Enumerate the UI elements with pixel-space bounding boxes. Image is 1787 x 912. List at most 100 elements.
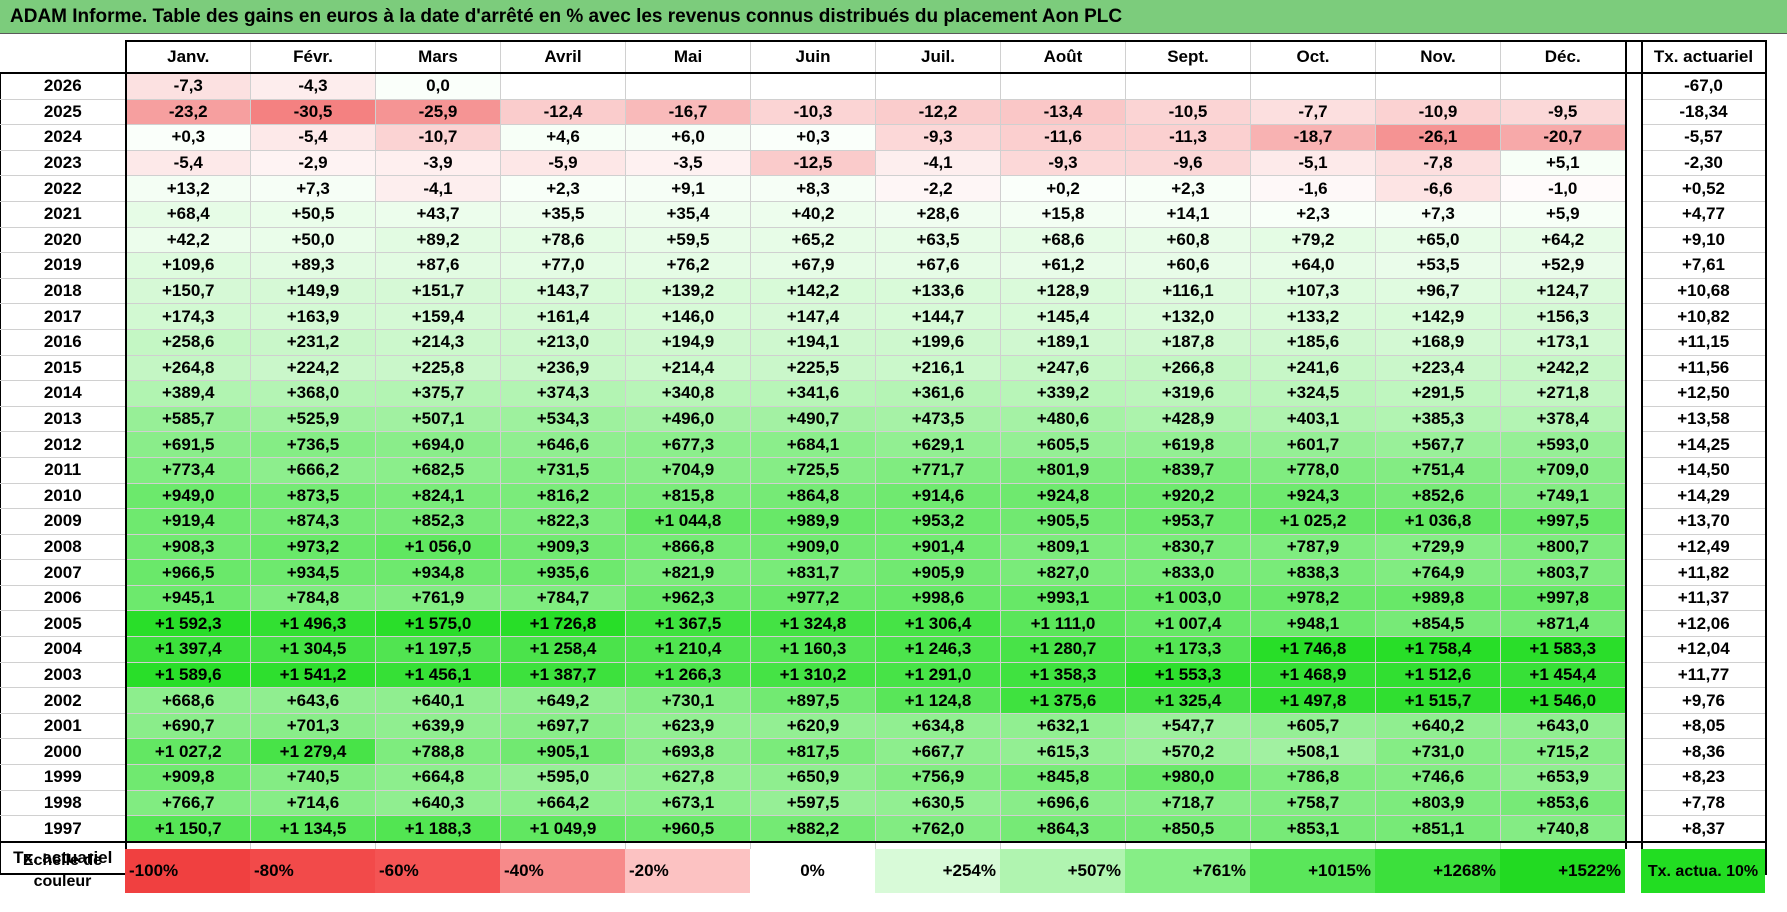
value-cell: +247,6 bbox=[1000, 354, 1126, 382]
column-gap bbox=[1625, 534, 1642, 560]
value-cell: +64,2 bbox=[1500, 226, 1627, 254]
value-cell: +403,1 bbox=[1250, 405, 1376, 433]
value-cell: +132,0 bbox=[1125, 303, 1251, 330]
value-cell: +715,2 bbox=[1500, 738, 1627, 766]
year-label: 2003 bbox=[0, 661, 126, 689]
month-header-10: Nov. bbox=[1375, 40, 1501, 74]
table-row: 2007 +966,5 +934,5 +934,8 +935,6 +821,9 +831,7… bbox=[0, 559, 1767, 586]
value-cell: +851,1 bbox=[1375, 815, 1501, 843]
tx-cell: +9,76 bbox=[1640, 687, 1767, 714]
value-cell: +194,1 bbox=[750, 328, 876, 356]
value-cell: +78,6 bbox=[500, 226, 626, 254]
value-cell: +646,6 bbox=[500, 431, 626, 458]
value-cell: +629,1 bbox=[875, 431, 1001, 458]
year-label: 2007 bbox=[0, 559, 126, 586]
value-cell: +1 358,3 bbox=[1000, 661, 1126, 689]
month-header-1: Févr. bbox=[250, 40, 376, 74]
table-row: 2004 +1 397,4 +1 304,5 +1 197,5 +1 258,4 +1 2… bbox=[0, 636, 1767, 663]
value-cell: +87,6 bbox=[375, 252, 501, 279]
table-row: 2016 +258,6 +231,2 +214,3 +213,0 +194,9 +194,1… bbox=[0, 328, 1767, 356]
value-cell: +385,3 bbox=[1375, 405, 1501, 433]
column-gap bbox=[1625, 73, 1642, 100]
value-cell: +2,3 bbox=[1250, 200, 1376, 228]
value-cell: +1 258,4 bbox=[500, 636, 626, 663]
year-label: 1997 bbox=[0, 815, 126, 843]
value-cell: +980,0 bbox=[1125, 764, 1251, 791]
value-cell: +61,2 bbox=[1000, 252, 1126, 279]
value-cell: +718,7 bbox=[1125, 789, 1251, 817]
column-gap bbox=[1625, 790, 1642, 816]
value-cell: +817,5 bbox=[750, 738, 876, 766]
value-cell: +490,7 bbox=[750, 405, 876, 433]
value-cell: +864,3 bbox=[1000, 815, 1126, 843]
value-cell: +79,2 bbox=[1250, 226, 1376, 254]
scale-swatch: -20% bbox=[625, 849, 750, 893]
value-cell: +59,5 bbox=[625, 226, 751, 254]
value-cell: -3,9 bbox=[375, 149, 501, 177]
value-cell: -7,8 bbox=[1375, 149, 1501, 177]
column-gap bbox=[1625, 406, 1642, 432]
value-cell: -30,5 bbox=[250, 98, 376, 126]
value-cell: +1 280,7 bbox=[1000, 636, 1126, 663]
value-cell: +643,6 bbox=[250, 687, 376, 714]
value-cell: -5,9 bbox=[500, 149, 626, 177]
value-cell: +919,4 bbox=[124, 508, 251, 535]
value-cell: +873,5 bbox=[250, 482, 376, 510]
value-cell: +339,2 bbox=[1000, 380, 1126, 407]
tx-cell: -2,30 bbox=[1640, 149, 1767, 177]
value-cell: +1 454,4 bbox=[1500, 661, 1627, 689]
value-cell: +173,1 bbox=[1500, 328, 1627, 356]
value-cell: +786,8 bbox=[1250, 764, 1376, 791]
table-row: 2009 +919,4 +874,3 +852,3 +822,3 +1 044,8 +989… bbox=[0, 508, 1767, 535]
value-cell: +13,2 bbox=[124, 175, 251, 202]
value-cell: -13,4 bbox=[1000, 98, 1126, 126]
value-cell: +815,8 bbox=[625, 482, 751, 510]
tx-cell: +10,82 bbox=[1640, 303, 1767, 330]
value-cell: +924,3 bbox=[1250, 482, 1376, 510]
column-gap bbox=[1625, 636, 1642, 663]
value-cell: +634,8 bbox=[875, 712, 1001, 740]
value-cell: +693,8 bbox=[625, 738, 751, 766]
year-label: 2015 bbox=[0, 354, 126, 382]
value-cell: +914,6 bbox=[875, 482, 1001, 510]
column-gap bbox=[1625, 662, 1642, 688]
scale-gap bbox=[1625, 849, 1641, 893]
value-cell: +1 515,7 bbox=[1375, 687, 1501, 714]
table-row: 2026 -7,3 -4,3 0,0 -67,0 bbox=[0, 72, 1767, 100]
value-cell: +258,6 bbox=[124, 328, 251, 356]
value-cell: +496,0 bbox=[625, 405, 751, 433]
value-cell: +1 726,8 bbox=[500, 610, 626, 638]
value-cell: +67,9 bbox=[750, 252, 876, 279]
value-cell bbox=[1125, 72, 1251, 100]
value-cell: +989,8 bbox=[1375, 584, 1501, 612]
value-cell: +133,2 bbox=[1250, 303, 1376, 330]
value-cell: +833,0 bbox=[1125, 559, 1251, 586]
value-cell: -2,2 bbox=[875, 175, 1001, 202]
value-cell: +1 003,0 bbox=[1125, 584, 1251, 612]
value-cell: +1 036,8 bbox=[1375, 508, 1501, 535]
value-cell: +525,9 bbox=[250, 405, 376, 433]
value-cell: +709,0 bbox=[1500, 456, 1627, 484]
color-scale: Echelle de couleur -100% -80% -60% -40% -20% 0… bbox=[0, 849, 1765, 893]
year-label: 2001 bbox=[0, 712, 126, 740]
value-cell: +664,8 bbox=[375, 764, 501, 791]
tx-cell: +11,15 bbox=[1640, 328, 1767, 356]
value-cell: -11,6 bbox=[1000, 124, 1126, 151]
value-cell: +852,3 bbox=[375, 508, 501, 535]
value-cell: +1 306,4 bbox=[875, 610, 1001, 638]
value-cell: +850,5 bbox=[1125, 815, 1251, 843]
value-cell bbox=[1000, 72, 1126, 100]
month-header-2: Mars bbox=[375, 40, 501, 74]
value-cell: +1 056,0 bbox=[375, 533, 501, 561]
month-header-5: Juin bbox=[750, 40, 876, 74]
value-cell: +845,8 bbox=[1000, 764, 1126, 791]
value-cell: +908,3 bbox=[124, 533, 251, 561]
value-cell: +146,0 bbox=[625, 303, 751, 330]
value-cell: -11,3 bbox=[1125, 124, 1251, 151]
tx-cell: +8,37 bbox=[1640, 815, 1767, 843]
value-cell: +997,5 bbox=[1500, 508, 1627, 535]
value-cell: +736,5 bbox=[250, 431, 376, 458]
value-cell: +1 304,5 bbox=[250, 636, 376, 663]
value-cell: +1 266,3 bbox=[625, 661, 751, 689]
tx-cell: +13,58 bbox=[1640, 405, 1767, 433]
